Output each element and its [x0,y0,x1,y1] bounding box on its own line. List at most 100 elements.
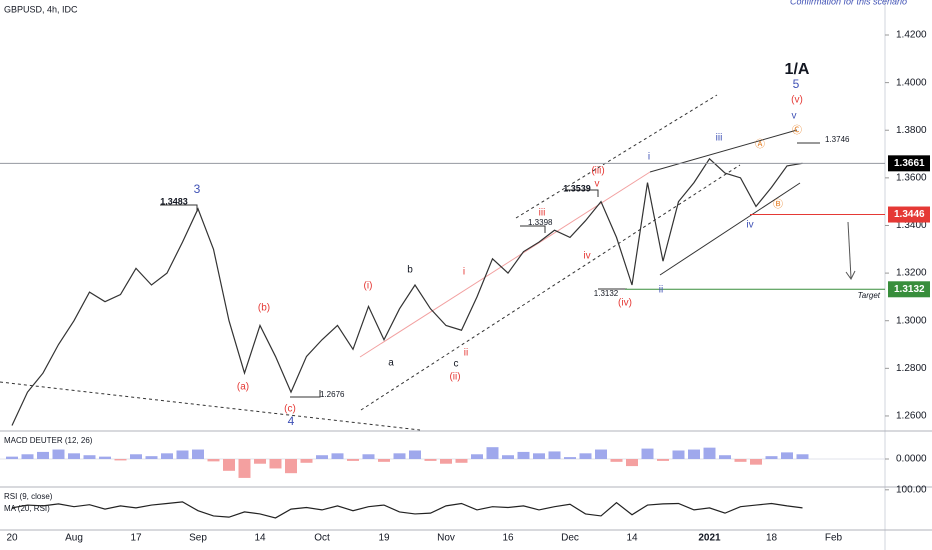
histogram-bar [502,455,514,459]
histogram-bar [517,451,530,459]
histogram-bar [83,455,96,459]
arrow [847,221,852,279]
wave-label: 1.3398 [528,218,553,227]
histogram-bar [548,451,561,459]
level-bracket [565,189,599,197]
x-tick-label: Nov [437,533,455,544]
histogram-bar [781,452,793,459]
histogram-bar [269,459,282,469]
histogram-bar [626,459,638,467]
histogram-bar [564,457,576,459]
price-label-box [888,155,930,172]
histogram-bar [393,453,406,459]
wave-label: 1.3483 [160,196,188,206]
histogram-bar [192,449,204,459]
x-tick-label: 18 [766,533,778,544]
rsi-title: RSI (9, close) [4,492,53,501]
y-tick-label: 1.3600 [896,172,927,183]
histogram-bar [114,459,127,461]
y-tick-label: 1.2800 [896,363,927,374]
histogram-bar [145,456,158,459]
y-tick-label: 1.3800 [896,125,927,136]
histogram-bar [440,459,452,464]
price-label: 1.3661 [894,158,925,169]
wave-label: 1.2676 [320,390,345,399]
price-label-box [888,281,930,298]
histogram-bar [409,450,421,459]
x-tick-label: 14 [626,533,638,544]
wave-label: 1.3132 [594,289,619,298]
macd-title: MACD DEUTER (12, 26) [4,436,93,445]
x-tick-label: 19 [378,533,390,544]
wave-label: (i) [364,281,373,292]
wave-label: iv [746,220,753,231]
histogram-bar [378,459,390,462]
histogram-bar [362,454,375,459]
arrow-head [845,270,856,280]
wave-label: (b) [258,303,270,314]
x-tick-label: 17 [130,533,142,544]
histogram-bar [285,459,297,474]
wave-label: v [792,111,797,122]
histogram-bar [688,449,700,459]
price-label-box [888,206,930,223]
wave-label: (a) [237,382,249,393]
wave-label: b [407,265,413,276]
wave-label: (iii) [591,166,604,177]
wave-label: 3 [194,182,201,196]
histogram-bar [130,454,142,459]
histogram-bar [99,456,111,459]
histogram-bar [719,455,731,459]
x-tick-label: 2021 [698,533,721,544]
histogram-bar [316,455,328,459]
histogram-bar [424,459,437,461]
wave-label: v [595,179,600,190]
histogram-bar [6,456,18,459]
histogram-bar [455,459,468,463]
y-tick-label: 1.2600 [896,411,927,422]
histogram-bar [471,454,483,459]
histogram-bar [207,459,220,462]
wave-label: ii [464,348,468,359]
wave-label: a [388,358,394,369]
wave-label: 1.3539 [563,183,591,193]
x-tick-label: Sep [189,533,207,544]
y-tick-label: 1.3000 [896,315,927,326]
wave-label: (iv) [618,298,632,309]
y-tick-label: 100.00 [896,484,927,495]
price-label: 1.3132 [894,284,925,295]
histogram-bar [347,459,359,461]
price-line [11,157,803,426]
histogram-bar [254,459,266,464]
histogram-bar [331,453,344,459]
histogram-bar [796,454,809,459]
wave-label: ii [659,285,663,296]
wave-label: c [454,359,459,370]
wave-label: Target [858,291,881,300]
histogram-bar [703,447,716,459]
y-tick-label: 0.0000 [896,454,927,465]
wave-label: 4 [288,414,295,428]
histogram-bar [533,453,545,459]
wave-label: i [648,152,650,163]
y-tick-label: 1.3400 [896,220,927,231]
x-tick-label: Aug [65,533,83,544]
histogram-bar [579,453,592,459]
histogram-bar [238,459,251,478]
histogram-bar [595,449,607,459]
wave-label: iii [539,208,546,219]
histogram-bar [161,453,173,459]
rsi-ma-title: MA (20, RSI) [4,504,50,513]
x-tick-label: Dec [561,533,579,544]
wave-label: 1/A [785,61,810,78]
histogram-bar [641,448,654,459]
histogram-bar [486,447,499,459]
wave-label: (v) [791,95,803,106]
histogram-bar [672,450,685,459]
wave-label: iv [583,251,590,262]
histogram-bar [68,453,80,459]
histogram-bar [223,459,235,471]
y-tick-label: 1.4200 [896,30,927,41]
wave-label: 5 [793,77,800,91]
